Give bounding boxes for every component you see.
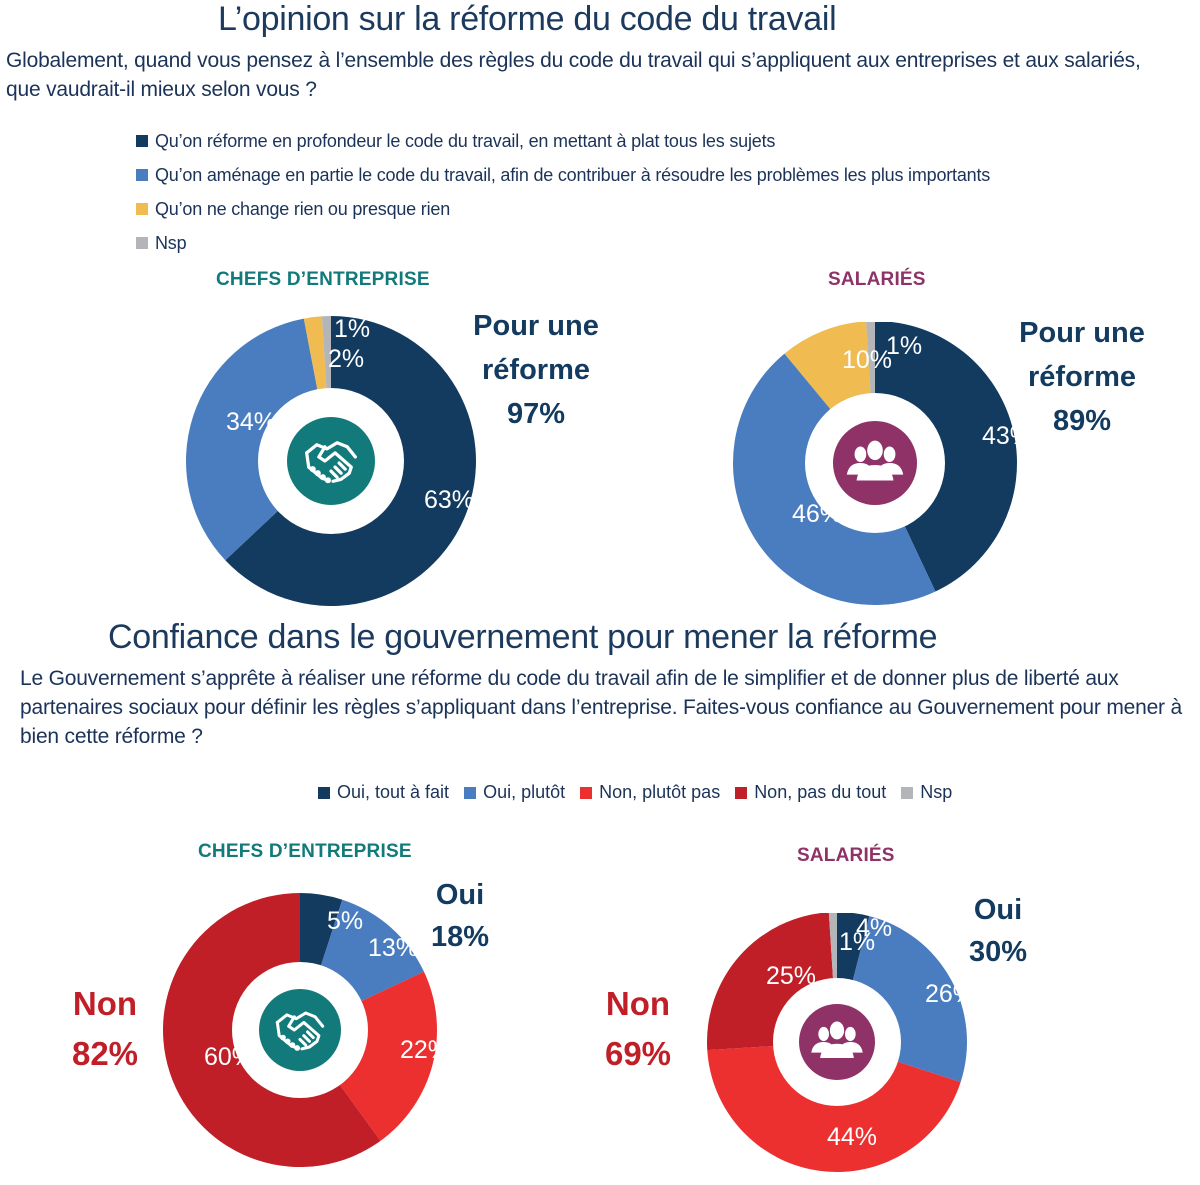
section2-question: Le Gouvernement s’apprête à réaliser une…	[20, 667, 1182, 748]
group-label-salaries: SALARIÉS	[797, 845, 895, 866]
segment-label: 22%	[400, 1036, 439, 1064]
section2-title: Confiance dans le gouvernement pour mene…	[108, 618, 938, 656]
legend-swatch	[136, 237, 148, 249]
legend-swatch	[735, 786, 748, 799]
group-label-chefs: CHEFS D’ENTREPRISE	[198, 841, 412, 862]
handshake-icon	[287, 417, 375, 505]
legend-item-amenage-partie: Qu’on aménage en partie le code du trava…	[136, 158, 990, 192]
section1-legend: Qu’on réforme en profondeur le code du t…	[136, 124, 990, 260]
legend-label: Qu’on ne change rien ou presque rien	[155, 198, 451, 219]
legend-label: Non, pas du tout	[754, 782, 887, 802]
legend-swatch	[901, 786, 914, 799]
callout-reforme-salaries: Pour une réforme 89%	[1004, 311, 1160, 443]
donut-segment	[707, 1042, 961, 1172]
callout-value: 89%	[1052, 405, 1112, 437]
legend-label: Oui, tout à fait	[337, 782, 450, 802]
legend-label: Oui, plutôt	[483, 782, 566, 802]
people-group-icon	[833, 421, 917, 505]
callout-line: Pour une	[473, 310, 599, 342]
legend-item-change-rien: Qu’on ne change rien ou presque rien	[136, 192, 990, 226]
donut-segment	[875, 321, 1017, 592]
segment-label: 2%	[328, 345, 364, 373]
segment-label: 5%	[327, 907, 363, 935]
group-label-salaries: SALARIÉS	[828, 269, 926, 290]
donut-chart-reforme-chefs: 63% 34% 2% 1%	[186, 315, 478, 614]
legend-item-oui-plutot: Oui, plutôt	[464, 782, 565, 803]
legend-item-reforme-profondeur: Qu’on réforme en profondeur le code du t…	[136, 124, 990, 158]
callout-oui-chefs: Oui 18%	[405, 874, 515, 958]
segment-label: 63%	[424, 486, 474, 514]
callout-line: Non	[605, 985, 671, 1022]
legend-label: Nsp	[920, 782, 953, 802]
donut-chart-reforme-salaries: 43%46%10%1%	[730, 321, 1032, 611]
callout-value: 69%	[604, 1035, 672, 1072]
donut-segment	[186, 318, 331, 561]
callout-non-salaries: Non 69%	[583, 979, 693, 1079]
legend-label: Non, plutôt pas	[599, 782, 721, 802]
legend-swatch	[318, 786, 330, 799]
segment-label: 44%	[827, 1123, 877, 1151]
people-group-icon	[799, 1004, 875, 1080]
callout-line: Non	[72, 985, 138, 1022]
legend-item-nsp: Nsp	[136, 226, 990, 260]
handshake-icon	[259, 989, 341, 1071]
legend-item-nsp: Nsp	[901, 782, 952, 803]
callout-value: 30%	[968, 936, 1028, 968]
legend-swatch	[136, 203, 148, 215]
callout-line: réforme	[482, 354, 590, 386]
legend-item-non-plutot-pas: Non, plutôt pas	[580, 782, 720, 803]
callout-reforme-chefs: Pour une réforme 97%	[458, 304, 614, 436]
segment-label: 13%	[368, 934, 418, 962]
segment-label: 26%	[925, 980, 969, 1008]
segment-label: 46%	[792, 500, 842, 528]
segment-label: 1%	[886, 332, 922, 360]
legend-swatch	[136, 169, 148, 181]
callout-value: 18%	[430, 921, 490, 953]
segment-label: 34%	[226, 408, 276, 436]
callout-oui-salaries: Oui 30%	[943, 889, 1053, 973]
section2-legend: Oui, tout à fait Oui, plutôt Non, plutôt…	[318, 782, 967, 803]
callout-value: 97%	[506, 398, 566, 430]
legend-label: Nsp	[155, 232, 187, 253]
section1-question: Globalement, quand vous pensez à l’ensem…	[6, 49, 1141, 101]
legend-swatch	[580, 786, 593, 799]
callout-line: réforme	[1028, 361, 1136, 393]
legend-label: Qu’on réforme en profondeur le code du t…	[155, 130, 776, 151]
segment-label: 4%	[856, 914, 892, 942]
callout-line: Oui	[435, 879, 485, 911]
section1-title: L’opinion sur la réforme du code du trav…	[218, 0, 837, 38]
segment-label: 1%	[334, 315, 370, 343]
callout-line: Oui	[973, 894, 1023, 926]
segment-label: 60%	[204, 1043, 254, 1071]
callout-line: Pour une	[1019, 317, 1145, 349]
legend-item-oui-tout-a-fait: Oui, tout à fait	[318, 782, 449, 803]
group-label-chefs: CHEFS D’ENTREPRISE	[216, 269, 430, 290]
legend-label: Qu’on aménage en partie le code du trava…	[155, 164, 991, 185]
legend-swatch	[136, 135, 148, 147]
callout-value: 82%	[71, 1035, 139, 1072]
segment-label: 1%	[839, 928, 875, 956]
donut-chart-confiance-chefs: 5%13% 22% 60%	[162, 893, 450, 1174]
segment-label: 10%	[842, 346, 892, 374]
legend-item-non-pas-du-tout: Non, pas du tout	[735, 782, 886, 803]
segment-label: 25%	[766, 962, 816, 990]
callout-non-chefs: Non 82%	[50, 979, 160, 1079]
donut-chart-confiance-salaries: 4% 26% 44% 25% 1%	[707, 912, 975, 1178]
legend-swatch	[464, 786, 477, 799]
